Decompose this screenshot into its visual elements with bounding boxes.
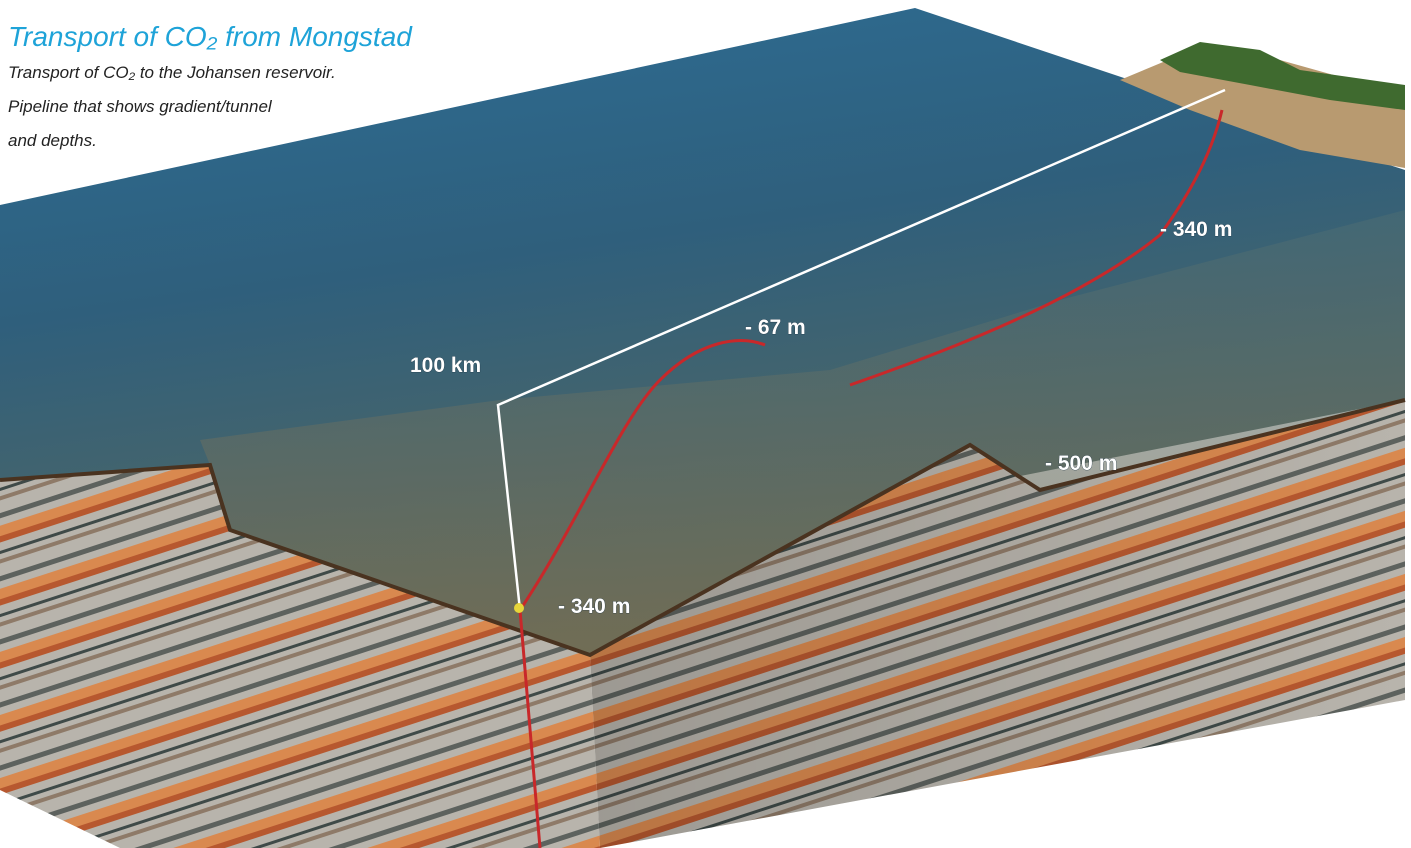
title: Transport of CO₂ from Mongstad [8, 21, 413, 52]
depth-label: - 67 m [745, 316, 806, 339]
distance-line [496, 88, 1226, 611]
seabed-edge [0, 398, 1406, 658]
subtitle-line: and depths. [8, 131, 97, 150]
depth-label: - 340 m [558, 595, 630, 618]
strata-left [0, 465, 600, 848]
depth-label: - 340 m [1160, 218, 1232, 241]
pipeline [849, 109, 1224, 387]
distance-label: 100 km [410, 354, 481, 377]
pipeline [518, 339, 766, 848]
wellhead [514, 603, 524, 613]
seabed-shelf [200, 210, 1405, 655]
strata-shade [590, 400, 1405, 848]
subtitle-line: Pipeline that shows gradient/tunnel [8, 97, 273, 116]
vegetation [1160, 42, 1405, 110]
depth-label: - 500 m [1045, 452, 1117, 475]
subtitle-line: Transport of CO₂ to the Johansen reservo… [8, 63, 336, 82]
